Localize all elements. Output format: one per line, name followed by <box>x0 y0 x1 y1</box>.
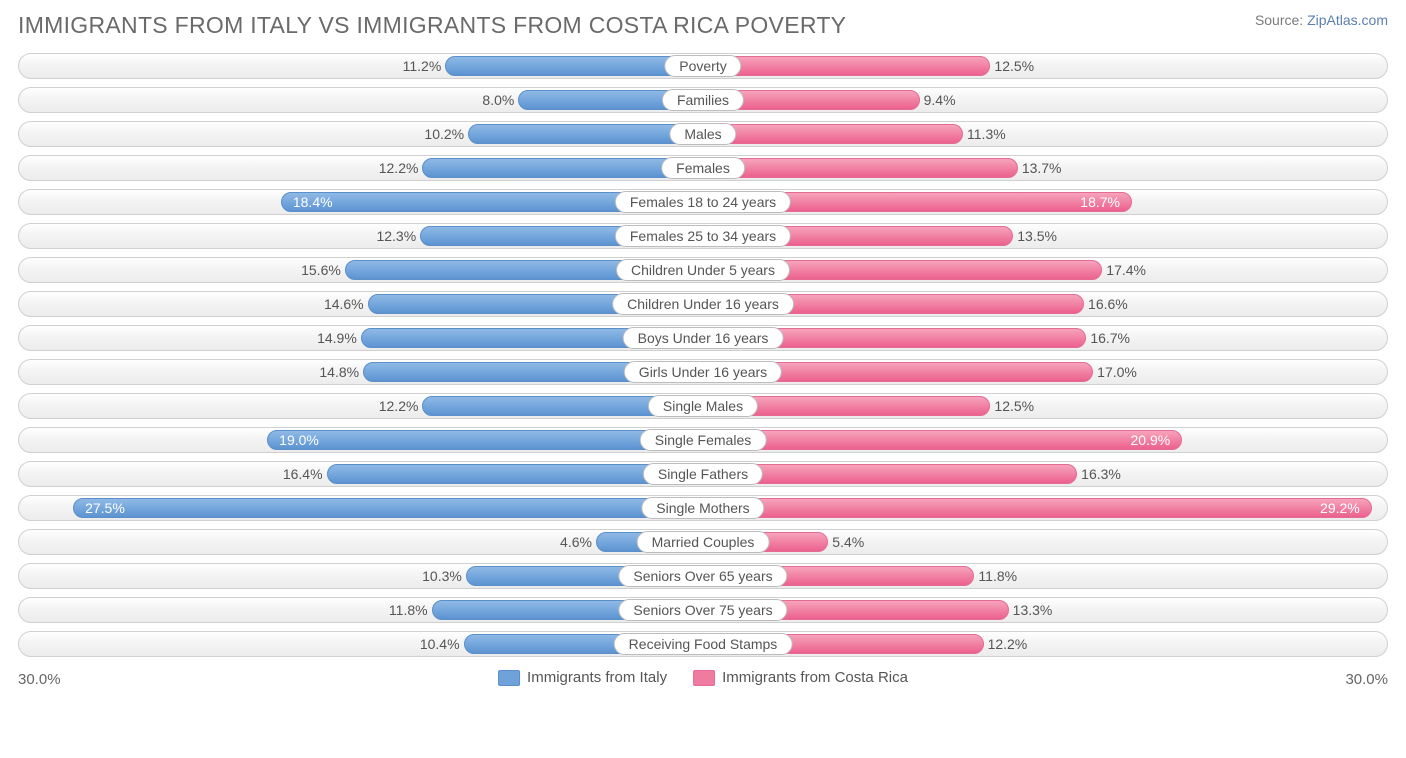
value-label-left: 14.8% <box>313 362 365 382</box>
value-label-right: 12.5% <box>988 56 1040 76</box>
legend-label-right: Immigrants from Costa Rica <box>722 669 908 686</box>
category-label: Receiving Food Stamps <box>614 633 793 655</box>
value-label-left: 4.6% <box>554 532 598 552</box>
legend-item-left: Immigrants from Italy <box>498 669 667 686</box>
value-label-left: 11.2% <box>397 56 448 76</box>
chart-row: 10.4% 12.2% Receiving Food Stamps <box>18 629 1388 659</box>
bar-right <box>703 56 990 76</box>
value-label-left: 12.3% <box>370 226 422 246</box>
category-label: Married Couples <box>637 531 770 553</box>
chart-footer: 30.0% Immigrants from Italy Immigrants f… <box>18 665 1388 699</box>
value-label-right: 12.5% <box>988 396 1040 416</box>
value-label-left: 18.4% <box>283 192 343 212</box>
chart-rows: 11.2% 12.5% Poverty 8.0% 9.4% Families 10.2% 11… <box>18 51 1388 659</box>
category-label: Females 25 to 34 years <box>615 225 791 247</box>
value-label-left: 15.6% <box>295 260 347 280</box>
category-label: Single Fathers <box>643 463 763 485</box>
value-label-right: 16.6% <box>1082 294 1134 314</box>
value-label-right: 16.7% <box>1084 328 1136 348</box>
value-label-left: 12.2% <box>373 158 425 178</box>
value-label-left: 10.3% <box>416 566 468 586</box>
bar-right <box>703 124 963 144</box>
category-label: Single Females <box>640 429 767 451</box>
legend-item-right: Immigrants from Costa Rica <box>693 669 908 686</box>
category-label: Children Under 5 years <box>616 259 790 281</box>
legend-swatch-blue <box>498 670 520 686</box>
value-label-right: 17.4% <box>1100 260 1152 280</box>
value-label-right: 5.4% <box>826 532 870 552</box>
value-label-right: 12.2% <box>982 634 1034 654</box>
chart-row: 10.3% 11.8% Seniors Over 65 years <box>18 561 1388 591</box>
value-label-right: 9.4% <box>918 90 962 110</box>
bar-right <box>703 498 1372 518</box>
chart-row: 12.2% 12.5% Single Males <box>18 391 1388 421</box>
axis-label-right: 30.0% <box>1345 671 1388 688</box>
chart-row: 12.2% 13.7% Females <box>18 153 1388 183</box>
category-label: Seniors Over 75 years <box>618 599 787 621</box>
category-label: Single Males <box>648 395 758 417</box>
category-label: Females <box>661 157 745 179</box>
value-label-right: 17.0% <box>1091 362 1143 382</box>
value-label-right: 11.8% <box>972 566 1023 586</box>
legend-label-left: Immigrants from Italy <box>527 669 667 686</box>
chart-row: 27.5% 29.2% Single Mothers <box>18 493 1388 523</box>
chart-title: IMMIGRANTS FROM ITALY VS IMMIGRANTS FROM… <box>18 12 846 39</box>
category-label: Females 18 to 24 years <box>615 191 791 213</box>
chart-row: 10.2% 11.3% Males <box>18 119 1388 149</box>
chart-row: 12.3% 13.5% Females 25 to 34 years <box>18 221 1388 251</box>
value-label-left: 27.5% <box>75 498 135 518</box>
chart-row: 15.6% 17.4% Children Under 5 years <box>18 255 1388 285</box>
value-label-left: 14.9% <box>311 328 363 348</box>
value-label-left: 16.4% <box>277 464 329 484</box>
legend-swatch-pink <box>693 670 715 686</box>
chart-header: IMMIGRANTS FROM ITALY VS IMMIGRANTS FROM… <box>18 12 1388 39</box>
chart-row: 19.0% 20.9% Single Females <box>18 425 1388 455</box>
value-label-left: 14.6% <box>318 294 370 314</box>
chart-row: 16.4% 16.3% Single Fathers <box>18 459 1388 489</box>
chart-row: 11.8% 13.3% Seniors Over 75 years <box>18 595 1388 625</box>
bar-left <box>267 430 703 450</box>
chart-row: 14.8% 17.0% Girls Under 16 years <box>18 357 1388 387</box>
chart-row: 14.6% 16.6% Children Under 16 years <box>18 289 1388 319</box>
chart-row: 11.2% 12.5% Poverty <box>18 51 1388 81</box>
value-label-left: 19.0% <box>269 430 329 450</box>
category-label: Families <box>662 89 744 111</box>
category-label: Poverty <box>664 55 741 77</box>
bar-left <box>73 498 703 518</box>
category-label: Single Mothers <box>641 497 764 519</box>
bar-left <box>468 124 703 144</box>
source-prefix: Source: <box>1255 12 1307 28</box>
chart-source: Source: ZipAtlas.com <box>1255 12 1388 28</box>
value-label-left: 12.2% <box>373 396 425 416</box>
tornado-chart: IMMIGRANTS FROM ITALY VS IMMIGRANTS FROM… <box>0 0 1406 758</box>
value-label-right: 29.2% <box>1310 498 1370 518</box>
chart-row: 4.6% 5.4% Married Couples <box>18 527 1388 557</box>
value-label-left: 10.2% <box>418 124 470 144</box>
value-label-right: 20.9% <box>1121 430 1181 450</box>
category-label: Girls Under 16 years <box>624 361 782 383</box>
category-label: Males <box>669 123 736 145</box>
value-label-right: 16.3% <box>1075 464 1127 484</box>
chart-row: 14.9% 16.7% Boys Under 16 years <box>18 323 1388 353</box>
value-label-left: 11.8% <box>383 600 434 620</box>
value-label-right: 13.5% <box>1011 226 1063 246</box>
value-label-left: 10.4% <box>414 634 466 654</box>
chart-row: 18.4% 18.7% Females 18 to 24 years <box>18 187 1388 217</box>
axis-label-left: 30.0% <box>18 671 61 688</box>
value-label-right: 18.7% <box>1070 192 1130 212</box>
chart-legend: Immigrants from Italy Immigrants from Co… <box>498 669 908 686</box>
chart-row: 8.0% 9.4% Families <box>18 85 1388 115</box>
bar-right <box>703 158 1018 178</box>
category-label: Children Under 16 years <box>612 293 794 315</box>
category-label: Boys Under 16 years <box>623 327 784 349</box>
value-label-right: 13.7% <box>1016 158 1068 178</box>
source-link[interactable]: ZipAtlas.com <box>1307 12 1388 28</box>
value-label-right: 13.3% <box>1007 600 1059 620</box>
value-label-right: 11.3% <box>961 124 1012 144</box>
bar-right <box>703 430 1182 450</box>
value-label-left: 8.0% <box>476 90 520 110</box>
category-label: Seniors Over 65 years <box>618 565 787 587</box>
